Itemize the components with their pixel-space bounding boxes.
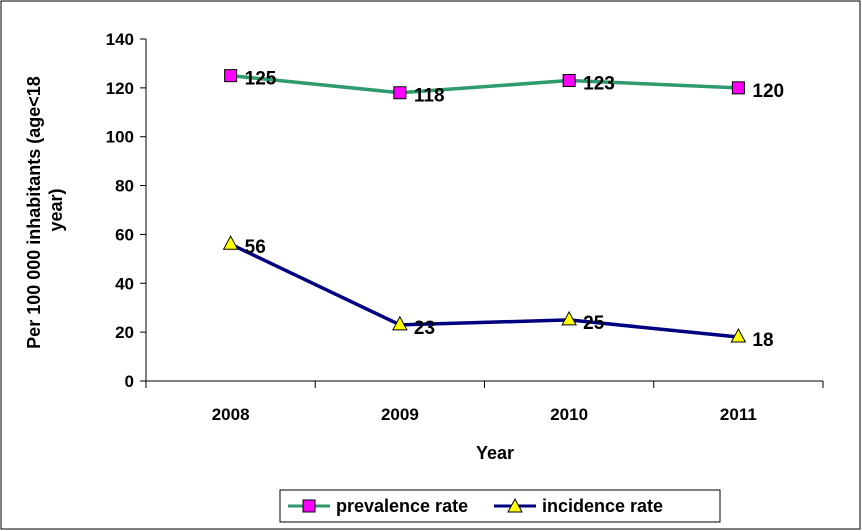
series-line-prevalence xyxy=(230,73,739,95)
incidence-point xyxy=(222,235,239,250)
data-label: 123 xyxy=(583,74,615,95)
legend-prevalence-marker xyxy=(302,499,316,513)
incidence-point xyxy=(730,327,747,343)
x-tick-label: 2008 xyxy=(212,405,250,424)
data-label: 18 xyxy=(752,330,773,351)
y-tick-label: 20 xyxy=(115,323,134,342)
y-axis-title-line-1: Per 100 000 inhabitants (age<18 xyxy=(24,76,44,349)
y-axis-title: Per 100 000 inhabitants (age<18 year) xyxy=(24,71,66,349)
legend-incidence-marker xyxy=(507,497,523,513)
x-axis: 2008 2009 2010 2011 xyxy=(145,380,824,424)
prevalence-point xyxy=(731,81,745,95)
data-label: 25 xyxy=(583,313,605,334)
x-axis-title: Year xyxy=(476,443,514,463)
y-tick-label: 40 xyxy=(115,274,134,293)
x-tick-label: 2011 xyxy=(720,405,757,424)
prevalence-point xyxy=(393,86,407,100)
incidence-point xyxy=(561,310,577,326)
x-tick-label: 2009 xyxy=(381,405,419,424)
prevalence-point xyxy=(562,74,576,88)
incidence-point xyxy=(392,315,408,331)
y-tick-label: 140 xyxy=(106,30,134,49)
data-label: 125 xyxy=(245,69,277,90)
prevalence-point xyxy=(224,69,238,83)
x-tick-label: 2010 xyxy=(550,405,588,424)
series-line-incidence xyxy=(229,242,739,339)
y-tick-label: 120 xyxy=(106,79,134,98)
data-label: 56 xyxy=(245,237,266,258)
legend-incidence-label: incidence rate xyxy=(542,496,663,516)
data-label: 118 xyxy=(414,86,445,107)
legend-prevalence-label: prevalence rate xyxy=(336,496,468,516)
y-axis: 0 20 40 60 80 100 120 140 xyxy=(106,30,147,391)
data-label: 120 xyxy=(752,81,784,102)
y-tick-label: 0 xyxy=(125,372,134,391)
y-axis-title-line-2: year) xyxy=(46,188,66,231)
data-label: 23 xyxy=(414,318,435,339)
legend: prevalence rate incidence rate xyxy=(279,489,721,523)
series-layer: 125 118 123 120 56 23 25 18 xyxy=(222,69,784,351)
y-tick-label: 60 xyxy=(115,225,134,244)
y-tick-label: 100 xyxy=(106,128,134,147)
y-tick-label: 80 xyxy=(115,177,134,196)
